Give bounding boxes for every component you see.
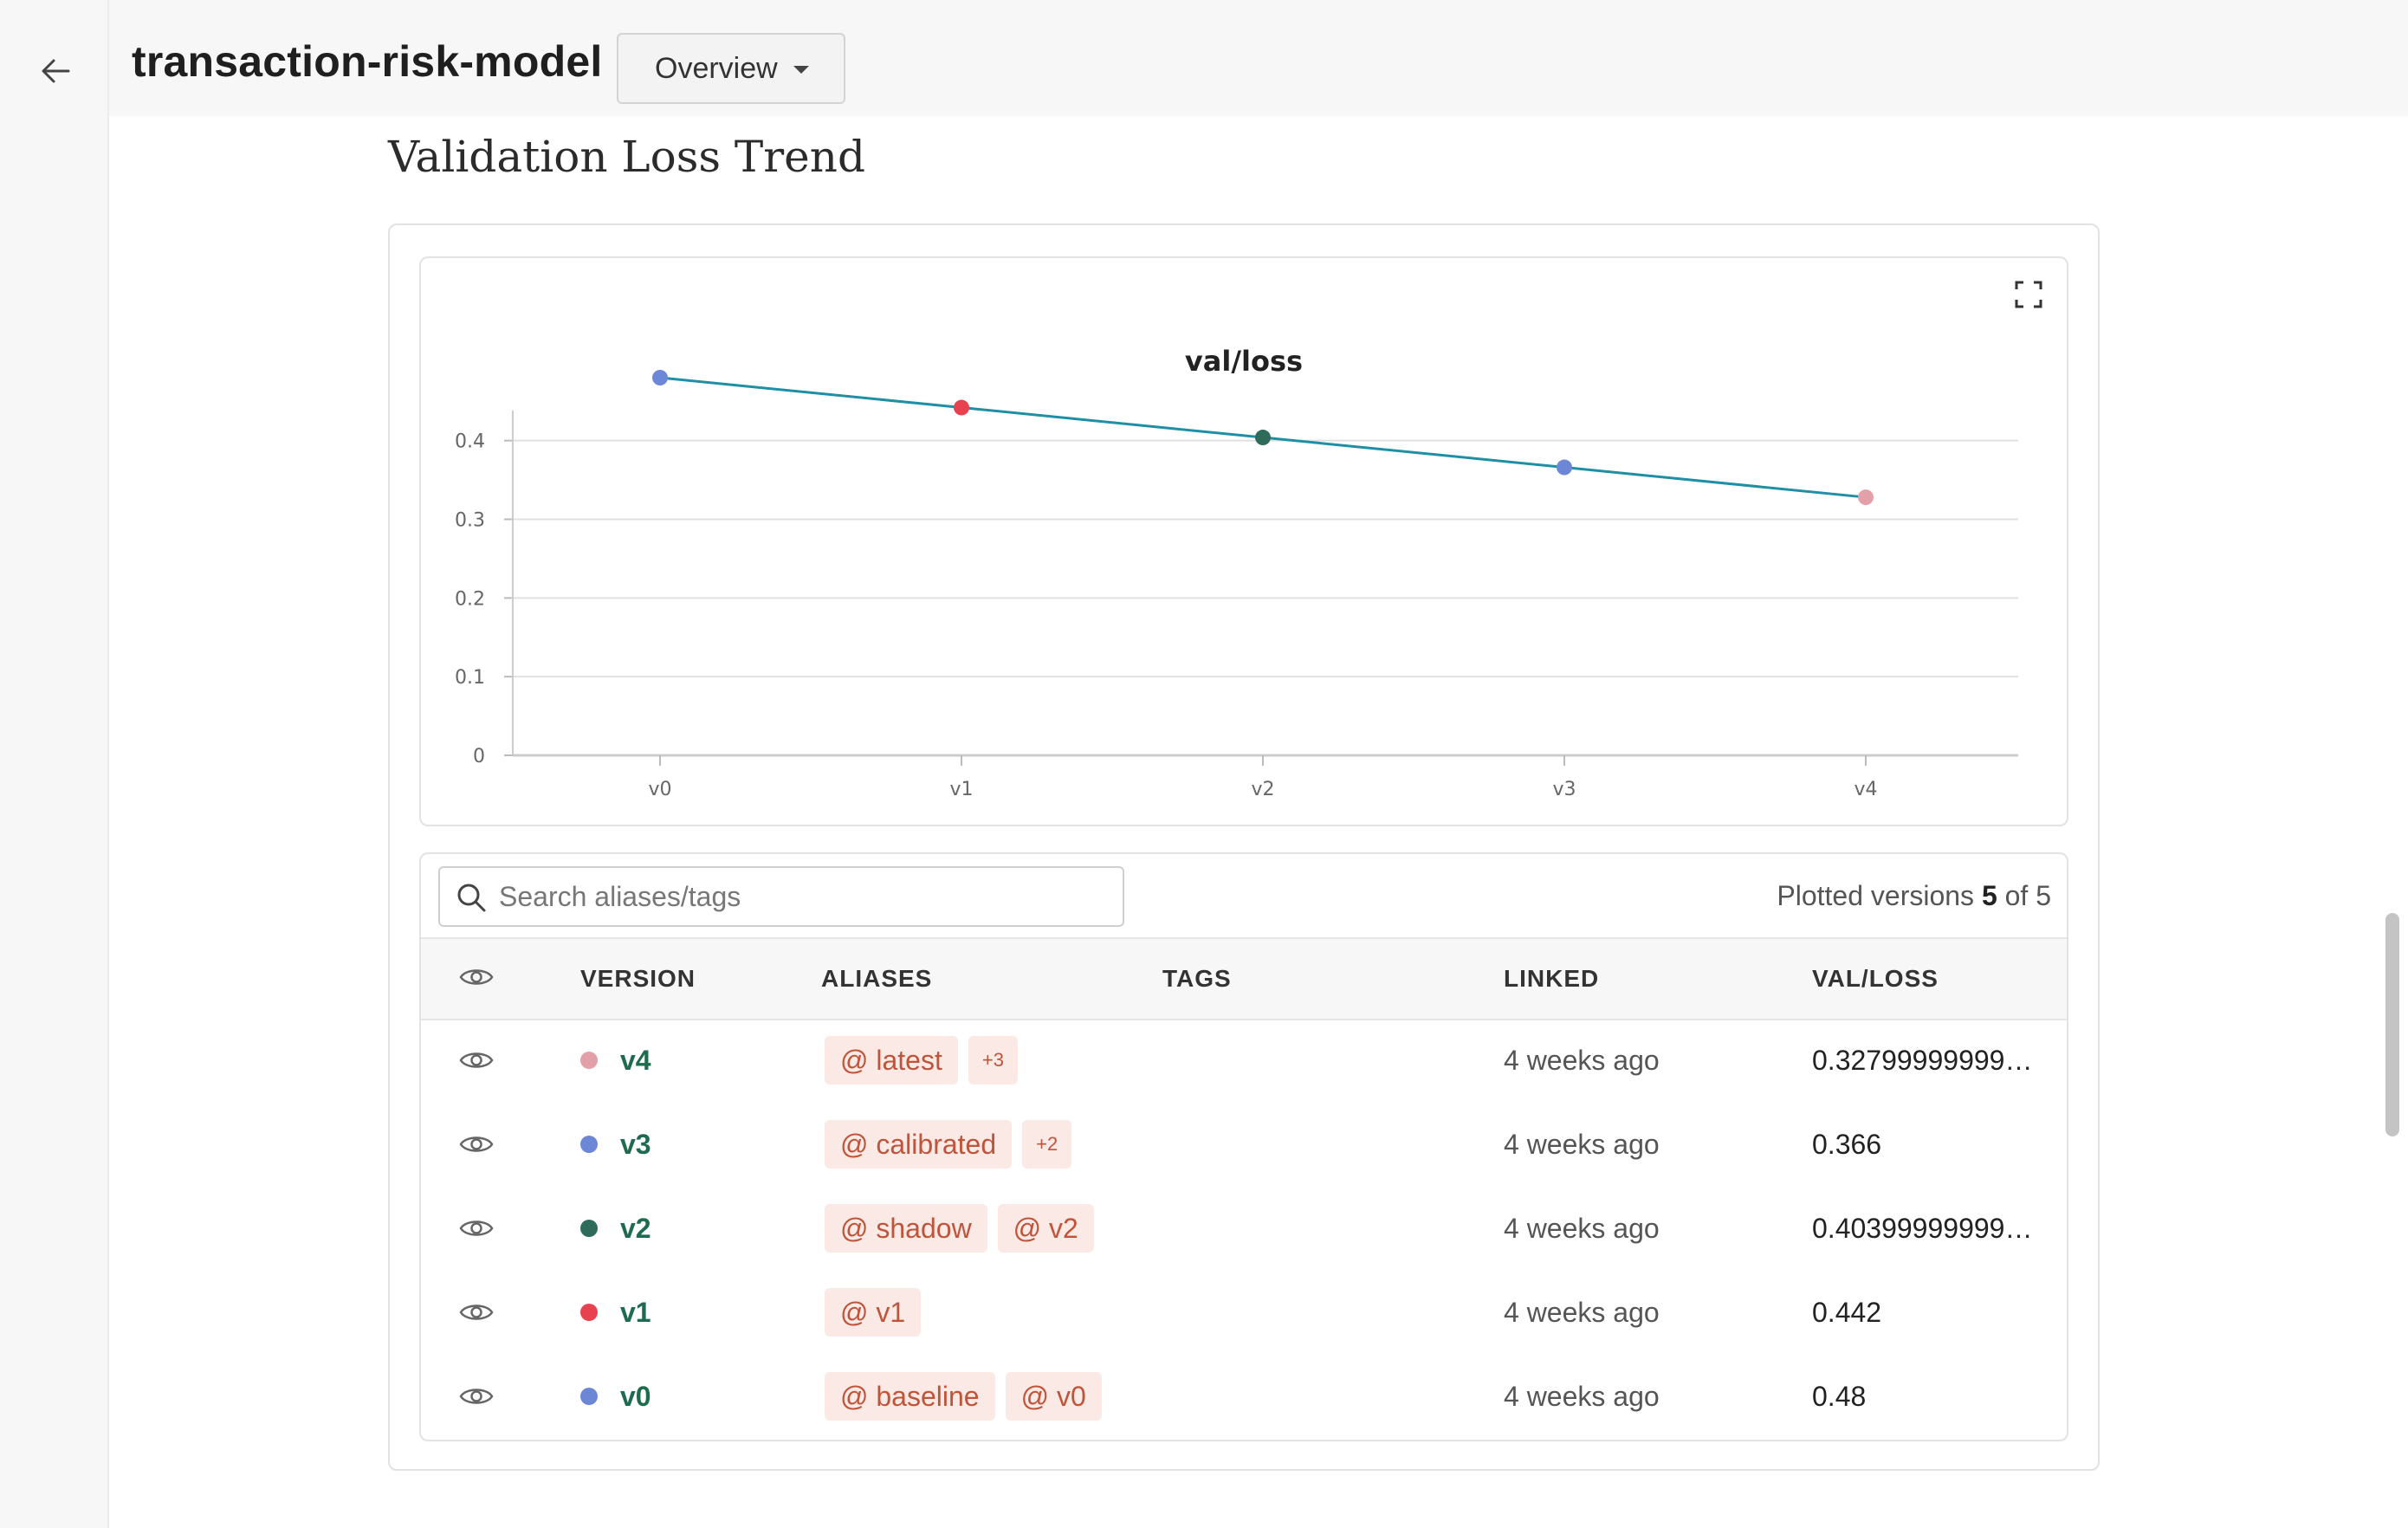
- data-point-v2: [1255, 430, 1271, 446]
- line-chart: val/loss 0 0.1 0.2 0.3 0.4 v0 v1 v2 v3 v4: [455, 345, 2018, 800]
- alias-chip[interactable]: @ baseline: [825, 1372, 995, 1421]
- val-loss-value: 0.366: [1812, 1128, 1882, 1160]
- fullscreen-icon[interactable]: [2015, 281, 2042, 308]
- column-header-version[interactable]: VERSION: [580, 965, 696, 992]
- more-aliases-chip[interactable]: +2: [1022, 1120, 1072, 1169]
- y-tick-label: 0.3: [455, 510, 485, 532]
- alias-chip[interactable]: @ v1: [825, 1288, 922, 1337]
- y-tick-label: 0.2: [455, 588, 485, 610]
- plotted-versions-count: Plotted versions 5 of 5: [1777, 880, 2051, 912]
- y-tick-label: 0.1: [455, 667, 485, 689]
- data-point-v1: [954, 399, 969, 416]
- search-input[interactable]: [497, 879, 1107, 914]
- table-header: VERSION ALIASES TAGS LINKED VAL/LOSS: [421, 937, 2067, 1020]
- y-tick-label: 0.4: [455, 431, 485, 453]
- alias-chip[interactable]: @ latest: [825, 1036, 958, 1084]
- column-header-aliases[interactable]: ALIASES: [821, 965, 933, 992]
- linked-time: 4 weeks ago: [1504, 1212, 1660, 1244]
- arrow-left-icon: [42, 59, 70, 83]
- chart-card: val/loss 0 0.1 0.2 0.3 0.4 v0 v1 v2 v3 v4: [419, 256, 2068, 826]
- data-point-v3: [1557, 459, 1572, 476]
- table-row[interactable]: v3 @ calibrated +2 4 weeks ago 0.366: [421, 1103, 2067, 1186]
- view-dropdown[interactable]: Overview: [617, 33, 845, 104]
- table-row[interactable]: v1 @ v1 4 weeks ago 0.442: [421, 1271, 2067, 1354]
- table-row[interactable]: v0 @ baseline @ v0 4 weeks ago 0.48: [421, 1355, 2067, 1438]
- version-color-dot: [580, 1052, 598, 1069]
- x-tick-label: v3: [1552, 779, 1576, 800]
- alias-chip[interactable]: @ shadow: [825, 1204, 987, 1253]
- eye-icon[interactable]: [459, 1216, 494, 1240]
- section-title: Validation Loss Trend: [388, 132, 865, 182]
- table-row[interactable]: v4 @ latest+3 4 weeks ago 0.327999999999999…: [421, 1019, 2067, 1102]
- back-button[interactable]: [33, 49, 78, 94]
- linked-time: 4 weeks ago: [1504, 1128, 1660, 1160]
- column-header-linked[interactable]: LINKED: [1504, 965, 1600, 992]
- alias-chip[interactable]: @ v2: [997, 1204, 1094, 1253]
- scrollbar-thumb[interactable]: [2385, 913, 2399, 1136]
- val-loss-value: 0.442: [1812, 1296, 1882, 1328]
- version-link[interactable]: v0: [620, 1380, 651, 1412]
- page-title: transaction-risk-model: [132, 37, 603, 86]
- version-color-dot: [580, 1304, 598, 1321]
- versions-table-card: Plotted versions 5 of 5 VERSION ALIASES …: [419, 852, 2068, 1441]
- linked-time: 4 weeks ago: [1504, 1044, 1660, 1076]
- eye-icon[interactable]: [459, 1300, 494, 1324]
- eye-icon[interactable]: [459, 965, 494, 989]
- page-header: transaction-risk-model Overview: [109, 0, 2408, 116]
- x-tick-label: v0: [648, 779, 671, 800]
- data-point-v0: [652, 370, 668, 385]
- x-tick-label: v2: [1251, 779, 1274, 800]
- linked-time: 4 weeks ago: [1504, 1380, 1660, 1412]
- eye-icon[interactable]: [459, 1132, 494, 1156]
- column-header-val-loss[interactable]: VAL/LOSS: [1812, 965, 1939, 992]
- chart-title: val/loss: [1185, 345, 1303, 378]
- left-rail: [0, 0, 109, 1528]
- table-row[interactable]: v2 @ shadow @ v2 4 weeks ago 0.4039999999999…: [421, 1187, 2067, 1270]
- plotted-prefix: Plotted versions: [1777, 880, 1982, 911]
- linked-time: 4 weeks ago: [1504, 1296, 1660, 1328]
- version-link[interactable]: v3: [620, 1128, 651, 1160]
- scrollbar-track[interactable]: [2379, 0, 2408, 1528]
- version-link[interactable]: v2: [620, 1212, 651, 1244]
- version-link[interactable]: v1: [620, 1296, 651, 1328]
- column-header-tags[interactable]: TAGS: [1162, 965, 1232, 992]
- y-tick-label: 0: [473, 746, 485, 767]
- data-point-v4: [1858, 489, 1874, 506]
- plotted-count: 5: [1981, 880, 1997, 911]
- val-loss-value: 0.48: [1812, 1380, 1867, 1412]
- x-tick-label: v4: [1854, 779, 1877, 800]
- search-field[interactable]: [438, 866, 1124, 927]
- version-link[interactable]: v4: [620, 1044, 651, 1076]
- version-color-dot: [580, 1388, 598, 1405]
- eye-icon[interactable]: [459, 1384, 494, 1408]
- x-tick-label: v1: [949, 779, 973, 800]
- search-icon: [457, 884, 486, 912]
- view-dropdown-label: Overview: [655, 51, 778, 85]
- chevron-down-icon: [793, 66, 809, 74]
- val-loss-value: 0.40399999999999997: [1812, 1212, 2037, 1244]
- more-aliases-chip[interactable]: +3: [968, 1036, 1018, 1084]
- plotted-total: of 5: [1997, 880, 2051, 911]
- version-color-dot: [580, 1220, 598, 1237]
- eye-icon[interactable]: [459, 1048, 494, 1072]
- alias-chip[interactable]: @ v0: [1005, 1372, 1102, 1421]
- val-loss-value: 0.32799999999999996: [1812, 1044, 2037, 1076]
- alias-chip[interactable]: @ calibrated: [825, 1120, 1013, 1169]
- version-color-dot: [580, 1136, 598, 1153]
